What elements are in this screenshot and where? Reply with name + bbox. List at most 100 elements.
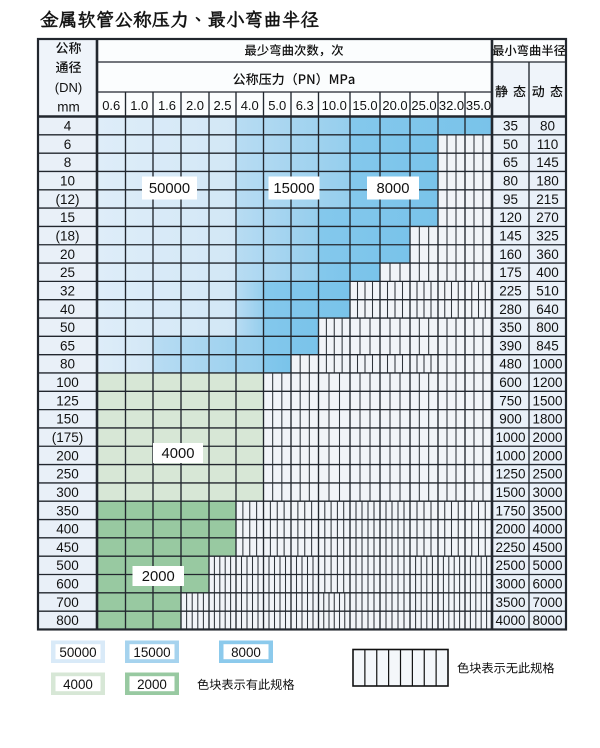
svg-text:15: 15 [60,210,75,225]
svg-text:2.5: 2.5 [213,98,231,113]
svg-text:4000: 4000 [532,522,562,537]
svg-text:2250: 2250 [495,540,525,555]
svg-text:1200: 1200 [532,375,562,390]
svg-text:125: 125 [56,393,79,408]
svg-text:80: 80 [540,119,555,134]
svg-text:160: 160 [499,247,522,262]
svg-text:8000: 8000 [377,181,410,197]
svg-text:3500: 3500 [495,595,525,610]
svg-text:(DN): (DN) [55,80,82,95]
svg-text:1.6: 1.6 [158,98,176,113]
svg-text:4500: 4500 [532,540,562,555]
svg-text:510: 510 [536,283,559,298]
svg-text:2000: 2000 [495,522,525,537]
svg-text:15000: 15000 [273,181,314,197]
svg-text:270: 270 [536,210,559,225]
svg-text:2500: 2500 [532,467,562,482]
svg-text:2000: 2000 [142,569,175,585]
svg-text:7000: 7000 [532,595,562,610]
svg-text:40: 40 [60,302,75,317]
svg-text:450: 450 [56,540,79,555]
svg-text:20.0: 20.0 [382,98,407,113]
svg-text:1000: 1000 [495,430,525,445]
svg-text:95: 95 [503,192,518,207]
svg-text:(18): (18) [55,228,79,243]
svg-text:180: 180 [536,174,559,189]
svg-text:300: 300 [56,485,79,500]
svg-text:145: 145 [499,228,522,243]
svg-text:4000: 4000 [63,677,93,692]
svg-text:4000: 4000 [162,446,195,462]
svg-text:3500: 3500 [532,503,562,518]
svg-text:6.3: 6.3 [296,98,314,113]
svg-text:1750: 1750 [495,503,525,518]
svg-text:2.0: 2.0 [186,98,204,113]
svg-text:3000: 3000 [495,577,525,592]
svg-text:145: 145 [536,155,559,170]
svg-text:20: 20 [60,247,75,262]
svg-text:1000: 1000 [532,357,562,372]
svg-text:25: 25 [60,265,75,280]
svg-text:32.0: 32.0 [439,98,464,113]
svg-text:80: 80 [503,174,518,189]
svg-text:500: 500 [56,558,79,573]
svg-text:120: 120 [499,210,522,225]
svg-text:250: 250 [56,467,79,482]
svg-text:600: 600 [499,375,522,390]
svg-text:390: 390 [499,338,522,353]
svg-text:8000: 8000 [532,613,562,628]
svg-text:350: 350 [56,503,79,518]
svg-text:600: 600 [56,577,79,592]
svg-text:215: 215 [536,192,559,207]
svg-text:3000: 3000 [532,485,562,500]
svg-text:8: 8 [64,155,72,170]
svg-text:800: 800 [56,613,79,628]
svg-text:700: 700 [56,595,79,610]
svg-text:6000: 6000 [532,577,562,592]
svg-text:50: 50 [60,320,75,335]
svg-text:4: 4 [64,119,72,134]
svg-text:2500: 2500 [495,558,525,573]
svg-text:480: 480 [499,357,522,372]
svg-text:32: 32 [60,283,75,298]
svg-text:25.0: 25.0 [411,98,436,113]
svg-text:35: 35 [503,119,518,134]
svg-text:400: 400 [56,522,79,537]
svg-text:6: 6 [64,137,72,152]
svg-text:0.6: 0.6 [102,98,120,113]
svg-text:100: 100 [56,375,79,390]
svg-text:350: 350 [499,320,522,335]
svg-text:1.0: 1.0 [130,98,148,113]
svg-text:325: 325 [536,228,559,243]
svg-text:2000: 2000 [532,430,562,445]
svg-text:640: 640 [536,302,559,317]
svg-text:150: 150 [56,412,79,427]
svg-text:(175): (175) [52,430,84,445]
svg-text:5.0: 5.0 [268,98,286,113]
svg-text:4000: 4000 [495,613,525,628]
svg-text:65: 65 [503,155,518,170]
svg-text:mm: mm [57,99,80,114]
svg-text:225: 225 [499,283,522,298]
svg-text:5000: 5000 [532,558,562,573]
svg-text:50000: 50000 [149,181,190,197]
svg-text:15000: 15000 [133,645,170,660]
svg-text:80: 80 [60,357,75,372]
svg-text:2000: 2000 [532,448,562,463]
svg-text:110: 110 [537,137,559,152]
svg-text:175: 175 [499,265,522,280]
svg-text:1250: 1250 [495,467,525,482]
svg-text:15.0: 15.0 [352,98,377,113]
svg-text:50000: 50000 [59,645,96,660]
svg-text:(12): (12) [55,192,79,207]
svg-text:400: 400 [536,265,559,280]
svg-text:280: 280 [499,302,522,317]
svg-text:750: 750 [499,393,522,408]
svg-text:8000: 8000 [231,645,261,660]
svg-text:845: 845 [536,338,559,353]
svg-text:1800: 1800 [532,412,562,427]
svg-text:800: 800 [536,320,559,335]
svg-text:50: 50 [503,137,518,152]
svg-text:1000: 1000 [495,448,525,463]
svg-text:1500: 1500 [495,485,525,500]
